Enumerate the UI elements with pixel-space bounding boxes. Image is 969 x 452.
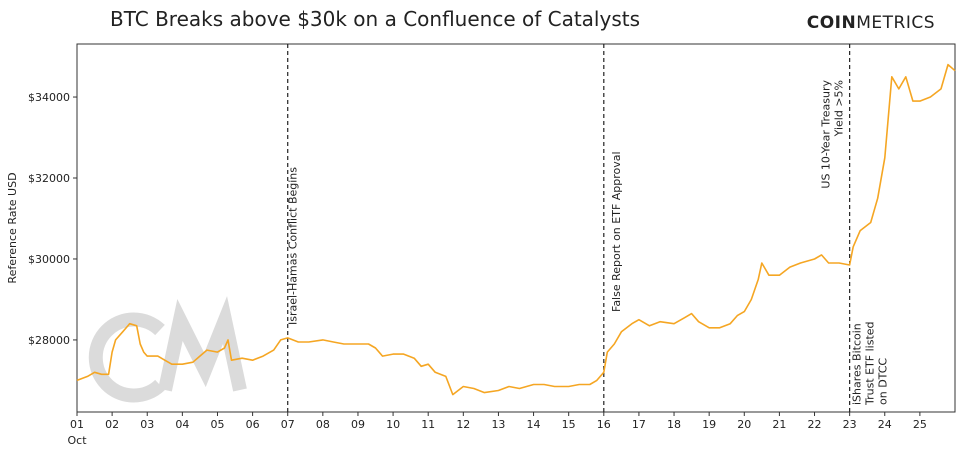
brand-bold: COIN [807, 13, 856, 33]
brand-light: METRICS [856, 13, 935, 33]
x-tick-label: 06 [246, 418, 260, 431]
y-axis-label: Reference Rate USD [6, 172, 19, 283]
y-tick-label: $34000 [28, 91, 70, 104]
event-label: Trust ETF listed [864, 321, 877, 406]
x-tick-label: 23 [843, 418, 857, 431]
x-tick-label: 20 [737, 418, 751, 431]
x-tick-label: 17 [632, 418, 646, 431]
x-tick-label: 05 [210, 418, 224, 431]
event-label: on DTCC [877, 358, 890, 405]
y-tick-label: $28000 [28, 334, 70, 347]
y-tick-label: $32000 [28, 172, 70, 185]
x-sublabel: Oct [67, 434, 87, 447]
x-tick-label: 08 [316, 418, 330, 431]
x-tick-label: 16 [597, 418, 611, 431]
x-tick-label: 18 [667, 418, 681, 431]
event-label: False Report on ETF Approval [610, 151, 623, 312]
x-tick-label: 02 [105, 418, 119, 431]
plot-frame [76, 43, 956, 413]
event-label: US 10-Year Treasury [820, 80, 833, 189]
x-tick-label: 24 [878, 418, 892, 431]
event-label: iShares Bitcoin [851, 323, 864, 405]
x-tick-label: 19 [702, 418, 716, 431]
x-tick-label: 10 [386, 418, 400, 431]
x-tick-label: 14 [527, 418, 541, 431]
x-tick-label: 04 [175, 418, 189, 431]
event-label: Israel-Hamas Conflict Begins [287, 167, 300, 325]
watermark-c [88, 312, 165, 403]
x-tick-label: 21 [772, 418, 786, 431]
x-tick-label: 15 [562, 418, 576, 431]
brand: COINMETRICS [807, 13, 935, 33]
watermark [88, 296, 247, 403]
y-tick-label: $30000 [28, 253, 70, 266]
x-tick-label: 03 [140, 418, 154, 431]
x-tick-label: 07 [281, 418, 295, 431]
price-line [76, 63, 956, 396]
x-tick-label: 25 [913, 418, 927, 431]
watermark-m [158, 296, 247, 392]
x-tick-label: 12 [456, 418, 470, 431]
chart-title: BTC Breaks above $30k on a Confluence of… [110, 7, 640, 31]
x-tick-label: 13 [491, 418, 505, 431]
x-tick-label: 01 [70, 418, 84, 431]
x-tick-label: 11 [421, 418, 435, 431]
event-label: Yield >5% [833, 80, 846, 137]
x-tick-label: 09 [351, 418, 365, 431]
x-tick-label: 22 [808, 418, 822, 431]
